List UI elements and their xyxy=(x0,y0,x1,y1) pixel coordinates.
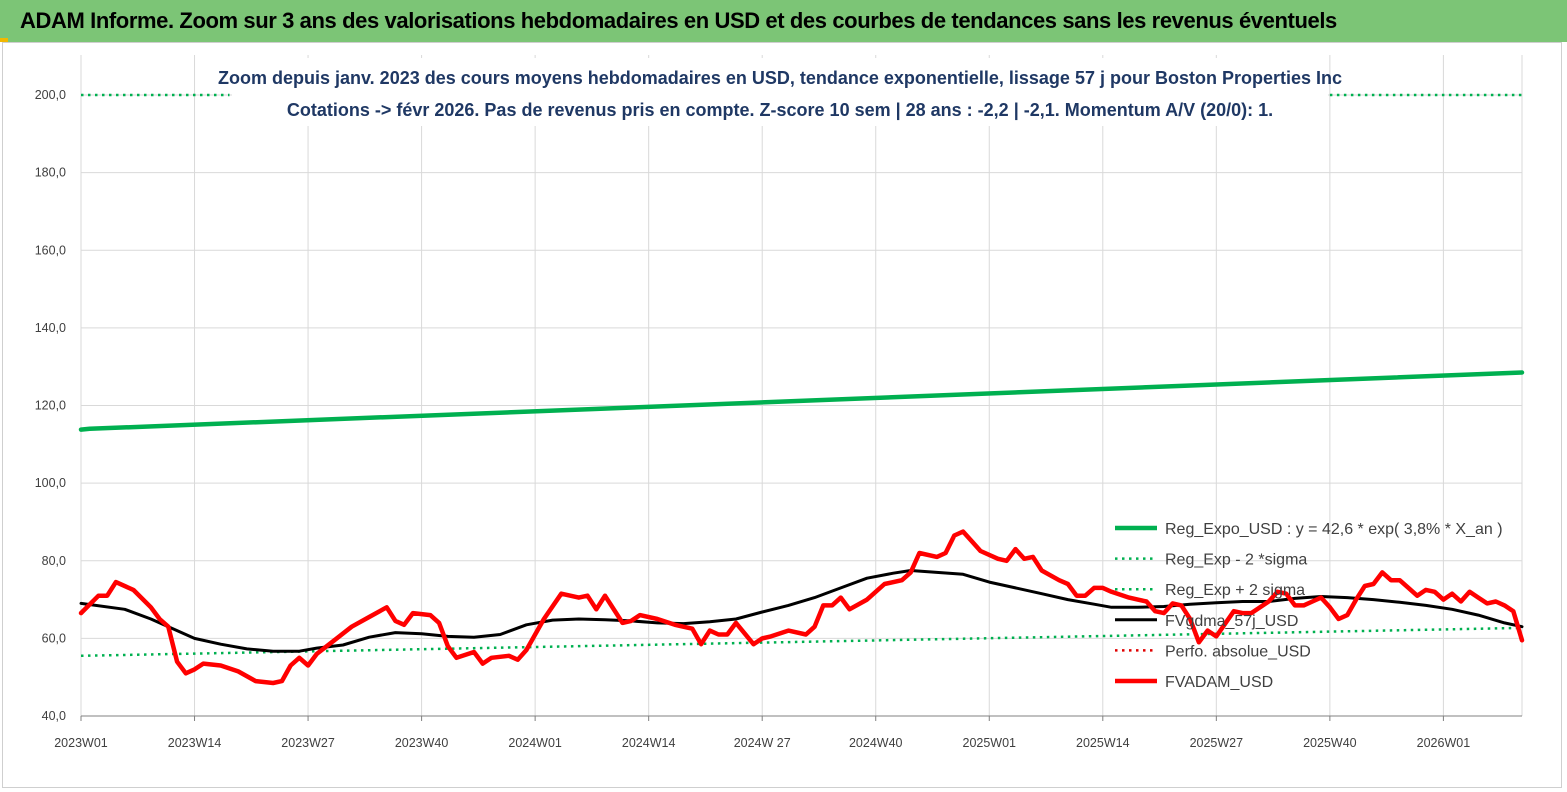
y-tick-label: 40,0 xyxy=(42,709,66,723)
y-tick-label: 200,0 xyxy=(35,88,66,102)
x-tick-label: 2025W01 xyxy=(963,736,1017,750)
x-tick-label: 2024W01 xyxy=(508,736,562,750)
chart-series xyxy=(78,93,1525,686)
legend-label: Reg_Exp + 2 sigma xyxy=(1165,582,1305,599)
series-line-fvadam-usd xyxy=(78,529,1525,686)
series-line-fvgdma-57j-usd xyxy=(79,569,1524,653)
legend-label: Perfo. absolue_USD xyxy=(1165,643,1311,660)
banner-accent-mark xyxy=(0,38,8,42)
x-tick-label: 2023W14 xyxy=(168,736,222,750)
header-banner: ADAM Informe. Zoom sur 3 ans des valoris… xyxy=(0,0,1567,42)
chart-gridlines xyxy=(80,55,1523,717)
x-tick-label: 2025W14 xyxy=(1076,736,1130,750)
y-tick-label: 100,0 xyxy=(35,476,66,490)
chart-legend: Reg_Expo_USD : y = 42,6 * exp( 3,8% * X_… xyxy=(1115,521,1503,691)
legend-label: Reg_Exp - 2 *sigma xyxy=(1165,552,1307,569)
legend-label: Reg_Expo_USD : y = 42,6 * exp( 3,8% * X_… xyxy=(1165,521,1503,538)
y-tick-label: 60,0 xyxy=(42,631,66,645)
x-tick-label: 2025W27 xyxy=(1190,736,1244,750)
chart-title: Zoom depuis janv. 2023 des cours moyens … xyxy=(218,58,1342,126)
x-tick-label: 2025W40 xyxy=(1303,736,1357,750)
page-title: ADAM Informe. Zoom sur 3 ans des valoris… xyxy=(20,8,1337,33)
y-tick-label: 80,0 xyxy=(42,554,66,568)
x-axis: 2023W01 2023W14 2023W27 2023W40 2024W01 2024W… xyxy=(54,715,1522,750)
series-line-reg-expo-usd-y-42-6-exp-3-8-x-an xyxy=(78,370,1525,432)
chart-frame xyxy=(2,42,1562,788)
x-tick-label: 2026W01 xyxy=(1417,736,1471,750)
y-axis: 40,0 60,0 80,0 100,0 120,0 140,0 160,0 180,0 200… xyxy=(35,88,66,723)
y-tick-label: 160,0 xyxy=(35,243,66,257)
chart-title-background xyxy=(232,58,1328,126)
x-tick-label: 2023W01 xyxy=(54,736,108,750)
x-tick-label: 2023W27 xyxy=(281,736,335,750)
x-tick-label: 2024W 27 xyxy=(734,736,791,750)
y-tick-label: 180,0 xyxy=(35,166,66,180)
legend-label: FVgdma_57j_USD xyxy=(1165,613,1298,630)
x-tick-label: 2023W40 xyxy=(395,736,449,750)
y-tick-label: 120,0 xyxy=(35,399,66,413)
chart-title-line-1: Zoom depuis janv. 2023 des cours moyens … xyxy=(218,68,1342,88)
chart-title-line-2: Cotations -> févr 2026. Pas de revenus p… xyxy=(287,100,1273,120)
x-tick-label: 2024W40 xyxy=(849,736,903,750)
y-tick-label: 140,0 xyxy=(35,321,66,335)
legend-label: FVADAM_USD xyxy=(1165,674,1273,691)
x-tick-label: 2024W14 xyxy=(622,736,676,750)
